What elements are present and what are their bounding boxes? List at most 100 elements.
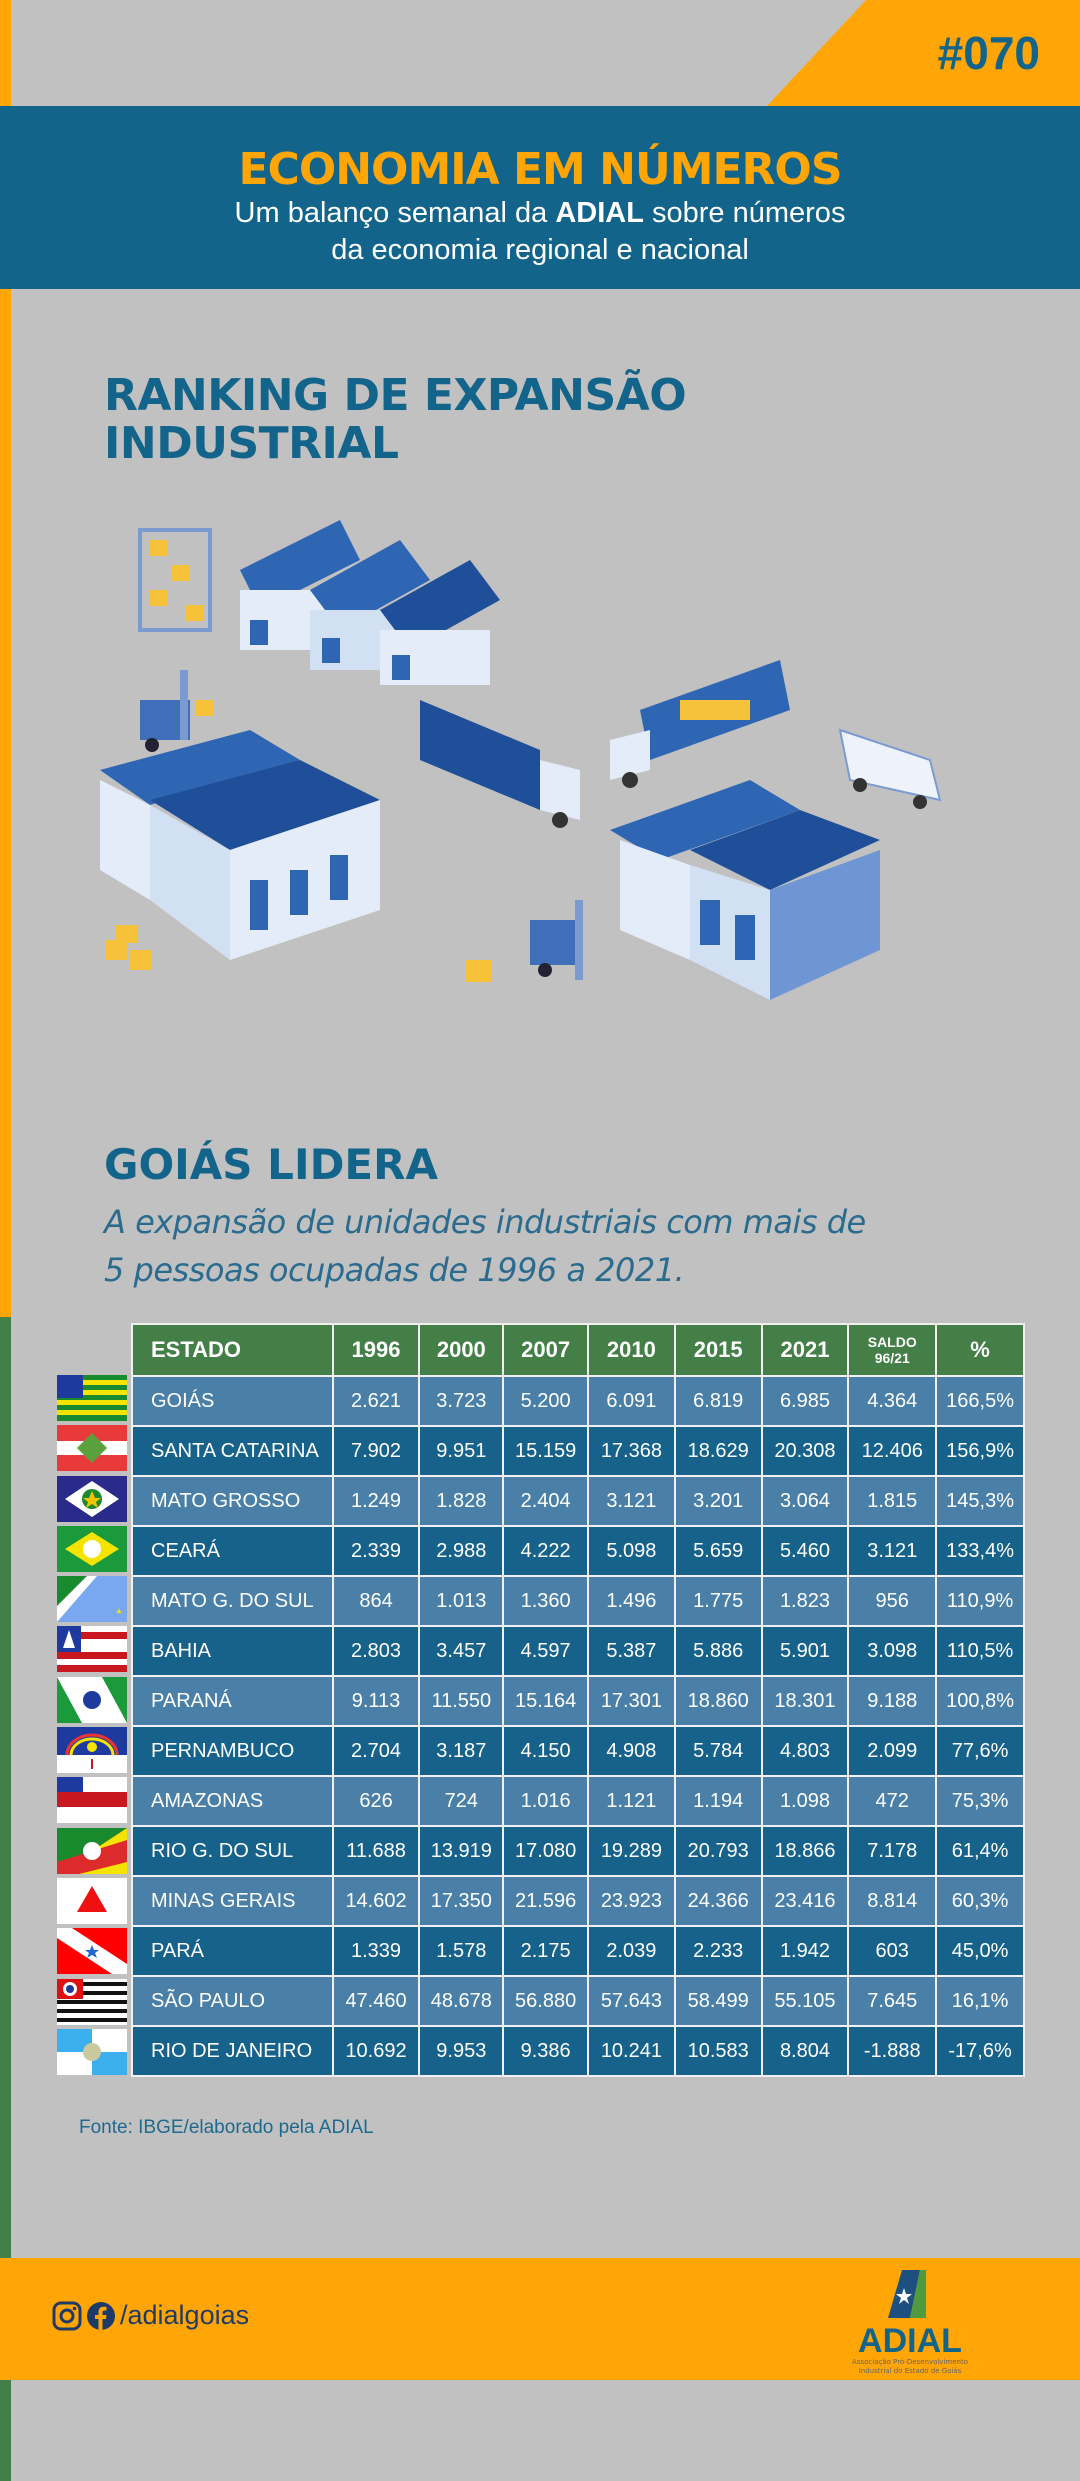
table-cell: 3.201 (673, 1475, 763, 1527)
table-cell: 3.187 (418, 1725, 505, 1777)
state-name: SÃO PAULO (131, 1975, 334, 2027)
table-cell: 4.908 (587, 1725, 676, 1777)
column-header: SALDO 96/21 (847, 1323, 938, 1377)
table-cell: 156,9% (935, 1425, 1025, 1477)
table-row: PERNAMBUCO 2.704 3.187 4.150 4.908 5.784 4.803… (131, 1725, 1025, 1777)
column-header: ESTADO (131, 1323, 334, 1377)
table-cell: 2.099 (847, 1725, 938, 1777)
table-cell: 5.387 (587, 1625, 676, 1677)
table-cell: 4.150 (502, 1725, 590, 1777)
table-cell: 55.105 (760, 1975, 850, 2027)
table-cell: 5.200 (502, 1375, 590, 1427)
table-cell: 3.121 (847, 1525, 938, 1577)
table-cell: -17,6% (935, 2025, 1025, 2077)
left-accent-stripe (0, 0, 11, 1317)
table-cell: 12.406 (847, 1425, 938, 1477)
table-row: MATO G. DO SUL 864 1.013 1.360 1.496 1.775 1.8… (131, 1575, 1025, 1627)
table-cell: 1.578 (418, 1925, 505, 1977)
flag-mato-grosso-do-sul-icon (57, 1576, 127, 1623)
table-cell: 21.596 (502, 1875, 590, 1927)
table-cell: 17.350 (418, 1875, 505, 1927)
table-cell: 2.404 (502, 1475, 590, 1527)
table-cell: 10.241 (587, 2025, 676, 2077)
state-name: MATO G. DO SUL (131, 1575, 334, 1627)
table-cell: 17.080 (502, 1825, 590, 1877)
flag-mato-grosso-icon (57, 1475, 127, 1522)
table-cell: 18.860 (673, 1675, 763, 1727)
table-row: SANTA CATARINA 7.902 9.951 15.159 17.368 18.6… (131, 1425, 1025, 1477)
column-header: 1996 (331, 1323, 421, 1377)
column-header: 2000 (418, 1323, 505, 1377)
table-cell: 4.222 (502, 1525, 590, 1577)
source-note: Fonte: IBGE/elaborado pela ADIAL (79, 2117, 374, 2138)
flag-minas-gerais-icon (57, 1877, 127, 1924)
table-cell: 1.249 (331, 1475, 421, 1527)
table-cell: 18.301 (760, 1675, 850, 1727)
header-subtitle: Um balanço semanal da ADIAL sobre número… (234, 197, 846, 266)
table-cell: 47.460 (331, 1975, 421, 2027)
table-cell: 2.988 (418, 1525, 505, 1577)
table-cell: 5.659 (673, 1525, 763, 1577)
table-cell: 58.499 (673, 1975, 763, 2027)
social-handle[interactable]: /adialgoias (120, 2300, 250, 2330)
table-cell: 4.803 (760, 1725, 850, 1777)
table-row: MATO GROSSO 1.249 1.828 2.404 3.121 3.201 3.06… (131, 1475, 1025, 1527)
state-name: MATO GROSSO (131, 1475, 334, 1527)
table-row: PARÁ 1.339 1.578 2.175 2.039 2.233 1.942 603 45,… (131, 1925, 1025, 1977)
table-cell: 60,3% (935, 1875, 1025, 1927)
state-name: CEARÁ (131, 1525, 334, 1577)
table-row: RIO DE JANEIRO 10.692 9.953 9.386 10.241 10.5… (131, 2025, 1025, 2077)
table-row: RIO G. DO SUL 11.688 13.919 17.080 19.289 20.… (131, 1825, 1025, 1877)
table-cell: 9.953 (418, 2025, 505, 2077)
table-cell: 110,9% (935, 1575, 1025, 1627)
table-cell: 9.113 (331, 1675, 421, 1727)
flag-parana-icon (57, 1676, 127, 1723)
column-header: 2010 (587, 1323, 676, 1377)
state-name: GOIÁS (131, 1375, 334, 1427)
table-cell: 7.902 (331, 1425, 421, 1477)
adial-logo: ADIAL Associação Pró-Desenvolvimento Ind… (850, 2270, 970, 2376)
table-cell: 23.923 (587, 1875, 676, 1927)
table-cell: 724 (418, 1775, 505, 1827)
table-row: CEARÁ 2.339 2.988 4.222 5.098 5.659 5.460 3.121… (131, 1525, 1025, 1577)
flag-sao-paulo-icon (57, 1978, 127, 2025)
table-cell: 15.159 (502, 1425, 590, 1477)
state-flags (57, 1375, 127, 2079)
flag-santa-catarina-icon (57, 1425, 127, 1472)
table-cell: 133,4% (935, 1525, 1025, 1577)
flag-ceara-icon (57, 1525, 127, 1572)
flag-rio-de-janeiro-icon (57, 2028, 127, 2075)
social-links: /adialgoias (52, 2300, 249, 2331)
table-cell: 1.942 (760, 1925, 850, 1977)
table-row: MINAS GERAIS 14.602 17.350 21.596 23.923 24.3… (131, 1875, 1025, 1927)
table-cell: 75,3% (935, 1775, 1025, 1827)
table-cell: 16,1% (935, 1975, 1025, 2027)
table-cell: 19.289 (587, 1825, 676, 1877)
flag-rio-grande-do-sul-icon (57, 1827, 127, 1874)
table-cell: 8.804 (760, 2025, 850, 2077)
table-cell: 17.301 (587, 1675, 676, 1727)
table-cell: 166,5% (935, 1375, 1025, 1427)
table-row: PARANÁ 9.113 11.550 15.164 17.301 18.860 18.30… (131, 1675, 1025, 1727)
table-cell: 1.016 (502, 1775, 590, 1827)
state-name: PERNAMBUCO (131, 1725, 334, 1777)
table-cell: 603 (847, 1925, 938, 1977)
table-cell: 1.775 (673, 1575, 763, 1627)
table-cell: 2.803 (331, 1625, 421, 1677)
table-cell: 2.704 (331, 1725, 421, 1777)
table-cell: 6.091 (587, 1375, 676, 1427)
table-cell: 6.985 (760, 1375, 850, 1427)
column-header: 2007 (502, 1323, 590, 1377)
table-cell: 61,4% (935, 1825, 1025, 1877)
table-cell: 18.629 (673, 1425, 763, 1477)
flag-bahia-icon (57, 1626, 127, 1673)
page-title: RANKING DE EXPANSÃO INDUSTRIAL (104, 370, 687, 469)
table-cell: 1.098 (760, 1775, 850, 1827)
instagram-icon[interactable] (52, 2301, 82, 2331)
table-cell: -1.888 (847, 2025, 938, 2077)
facebook-icon[interactable] (86, 2301, 116, 2331)
table-row: GOIÁS 2.621 3.723 5.200 6.091 6.819 6.985 4.364… (131, 1375, 1025, 1427)
table-cell: 14.602 (331, 1875, 421, 1927)
table-cell: 20.308 (760, 1425, 850, 1477)
table-cell: 4.597 (502, 1625, 590, 1677)
